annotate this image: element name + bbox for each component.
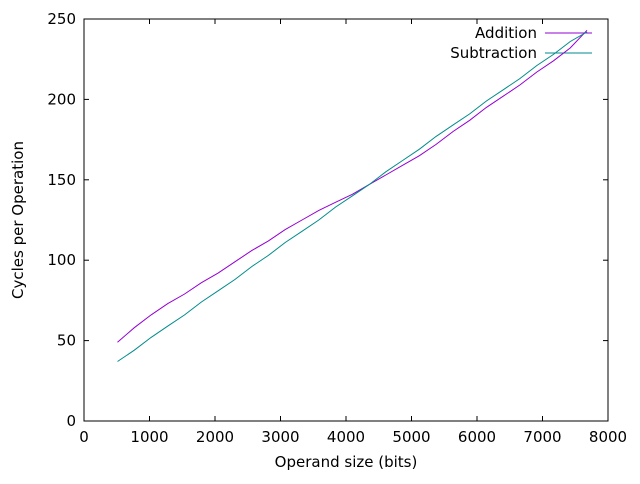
x-tick-label: 2000 <box>196 428 234 446</box>
x-tick-label: 0 <box>79 428 89 446</box>
y-tick-label: 100 <box>47 251 76 269</box>
legend-label-subtraction: Subtraction <box>450 44 537 62</box>
x-axis-title: Operand size (bits) <box>275 453 418 471</box>
legend-label-addition: Addition <box>475 24 537 42</box>
series-line-addition <box>117 29 588 343</box>
series-line-subtraction <box>117 31 588 362</box>
y-tick-label: 250 <box>47 10 76 28</box>
x-tick-label: 3000 <box>261 428 299 446</box>
x-tick-label: 6000 <box>458 428 496 446</box>
y-axis-title: Cycles per Operation <box>9 141 27 299</box>
x-tick-label: 7000 <box>523 428 561 446</box>
x-tick-label: 1000 <box>130 428 168 446</box>
plot-border <box>83 18 609 422</box>
y-tick-label: 200 <box>47 90 76 108</box>
x-tick-label: 5000 <box>392 428 430 446</box>
y-tick-label: 50 <box>57 332 76 350</box>
x-tick-label: 8000 <box>589 428 627 446</box>
y-tick-label: 0 <box>66 412 76 430</box>
x-tick-label: 4000 <box>327 428 365 446</box>
y-tick-label: 150 <box>47 171 76 189</box>
